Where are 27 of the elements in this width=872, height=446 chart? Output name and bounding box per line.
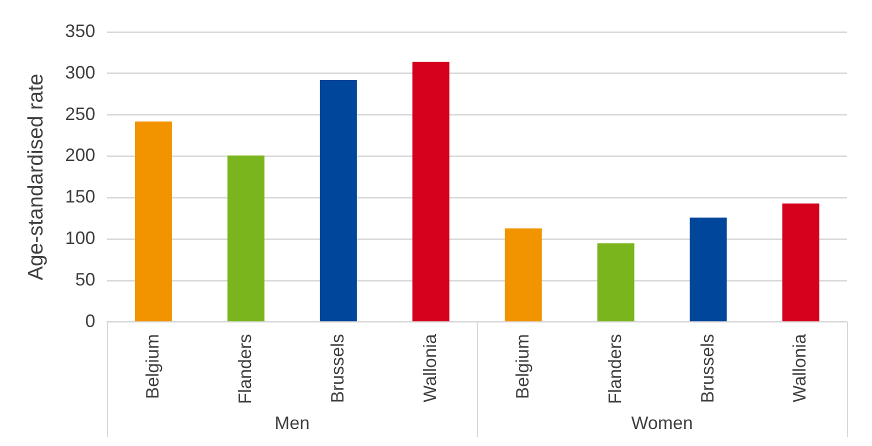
text: Men (274, 412, 310, 433)
x-tick-label: Belgium (512, 334, 532, 399)
bar (134, 121, 172, 322)
bar (412, 62, 450, 322)
bar (504, 228, 542, 322)
y-tick-label: 200 (65, 145, 96, 166)
bar (690, 218, 727, 322)
y-tick-label: 350 (65, 20, 96, 41)
y-tick-label: 300 (65, 62, 96, 82)
x-tick-label: Brussels (697, 334, 718, 403)
y-tick-label: 250 (65, 104, 96, 124)
x-tick-label: Wallonia (420, 332, 440, 402)
x-tick-label: Wallonia (790, 332, 810, 402)
y-tick-label: 0 (85, 310, 96, 331)
y-axis-title: Age-standardised rate (24, 74, 48, 280)
x-tick-label: Flanders (234, 334, 255, 404)
bar (320, 80, 357, 322)
x-tick-label: Belgium (142, 334, 162, 399)
bar (227, 155, 264, 322)
x-tick-label: Brussels (327, 334, 348, 403)
bar (782, 203, 820, 322)
y-tick-label: 150 (65, 186, 96, 207)
y-tick-label: 100 (65, 228, 96, 248)
x-tick-label: Flanders (604, 334, 625, 404)
y-tick-label: 50 (75, 270, 96, 290)
bar (597, 243, 634, 322)
text: Women (631, 412, 693, 433)
